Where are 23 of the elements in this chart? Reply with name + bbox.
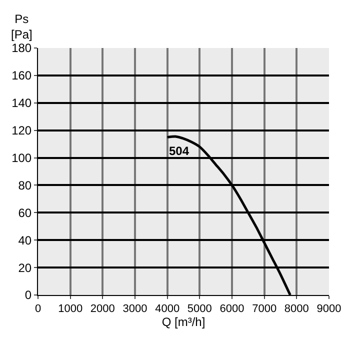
x-tick-label: 7000 <box>252 303 277 316</box>
y-tick-label: 80 <box>18 178 32 192</box>
y-axis-title: Ps [Pa] <box>11 12 32 42</box>
x-tick-label: 5000 <box>187 303 212 316</box>
x-tick-label: 3000 <box>122 303 148 316</box>
x-tick-label: 2000 <box>90 303 115 316</box>
y-tick-label: 40 <box>18 233 32 248</box>
x-tick-label: 6000 <box>220 303 244 316</box>
x-tick-label: 1000 <box>58 303 83 316</box>
x-tick-label: 9000 <box>316 303 342 316</box>
y-tick-label: 120 <box>12 124 32 138</box>
annotation: 504 <box>169 144 190 158</box>
y-tick-label: 0 <box>24 288 32 302</box>
y-tick-label: 160 <box>12 68 32 83</box>
y-tick-label: 140 <box>12 96 32 110</box>
x-axis-title: Q [m³/h] <box>162 315 206 330</box>
x-tick-label: 8000 <box>284 303 309 316</box>
x-tick-label: 0 <box>34 303 42 316</box>
y-tick-label: 20 <box>18 260 32 275</box>
x-tick-label: 4000 <box>155 303 180 316</box>
y-tick-label: 60 <box>18 206 32 220</box>
y-tick-label: 180 <box>12 41 32 56</box>
y-tick-label: 100 <box>12 150 32 165</box>
